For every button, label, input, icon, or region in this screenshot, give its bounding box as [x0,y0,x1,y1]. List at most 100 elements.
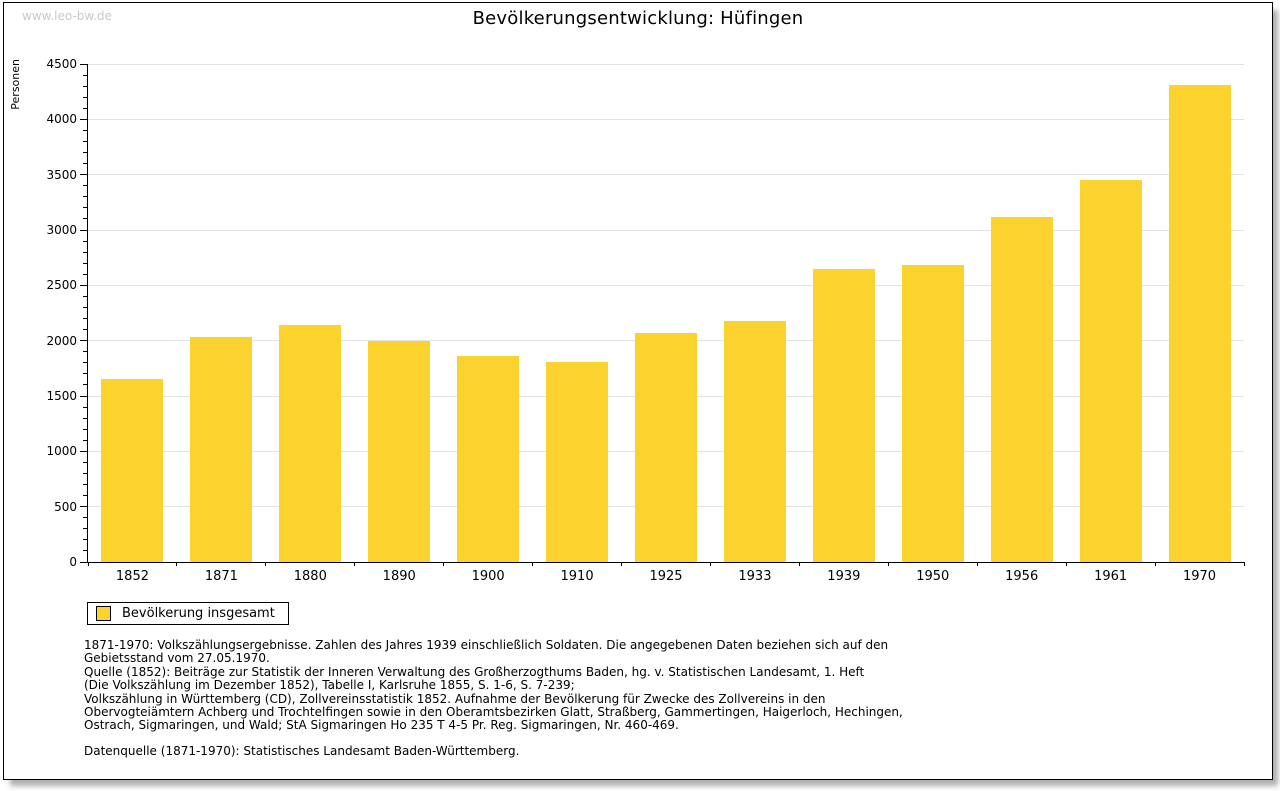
x-axis-tick-label: 1871 [204,569,238,584]
y-axis-tick-label: 3500 [46,167,77,182]
footnote-line: (Die Volkszählung im Dezember 1852), Tab… [84,678,575,693]
bar-1852 [101,379,163,562]
y-axis-tick-label: 3000 [46,223,77,237]
y-axis-minor-tick [83,439,87,441]
y-axis-major-tick [80,118,87,120]
x-axis-tick-label: 1925 [649,569,683,584]
y-axis-minor-tick [83,373,87,375]
y-axis-tick-label: 1500 [46,389,77,403]
chart-frame: www.leo-bw.de Bevölkerungsentwicklung: H… [3,2,1273,780]
x-axis-tick [798,562,800,566]
x-axis-tick-label: 1933 [738,569,772,584]
x-axis-tick [1243,562,1245,566]
y-axis-major-tick [80,450,87,452]
bar-1880 [279,325,341,562]
y-axis-tick-label: 2000 [46,333,77,348]
x-axis-tick-label: 1939 [827,569,861,584]
y-axis-minor-tick [83,185,87,187]
y-axis-tick-label: 4500 [46,57,77,71]
y-axis-minor-tick [83,152,87,154]
y-axis-major-tick [80,63,87,65]
x-axis-tick-label: 1961 [1094,569,1128,584]
y-gridline [88,118,1244,120]
y-axis-minor-tick [83,417,87,419]
y-axis-minor-tick [83,550,87,552]
footnote-line: Obervogteiämtern Achberg und Trochtelfin… [84,705,903,720]
legend-box: Bevölkerung insgesamt [87,602,289,625]
legend-swatch-icon [96,606,111,621]
y-axis-minor-tick [83,484,87,486]
x-axis-tick [354,562,356,566]
y-axis-minor-tick [83,306,87,308]
footnotes-block: 1871-1970: Volkszählungsergebnisse. Zahl… [84,638,1204,733]
y-axis-minor-tick [83,262,87,264]
y-axis-minor-tick [83,107,87,109]
y-axis-minor-tick [83,539,87,541]
x-axis-tick [443,562,445,566]
datasource-note: Datenquelle (1871-1970): Statistisches L… [84,744,520,758]
y-axis-title: Personen [9,59,22,110]
bar-1871 [190,337,252,562]
y-axis-major-tick [80,174,87,176]
bar-1910 [546,362,608,562]
y-axis-major-tick [80,229,87,231]
x-axis-tick-label: 1890 [382,569,416,584]
y-axis-minor-tick [83,318,87,320]
y-axis-minor-tick [83,240,87,242]
x-axis-tick-label: 1900 [471,569,505,584]
y-axis-tick-label: 0 [69,555,77,569]
bar-1970 [1169,85,1231,562]
y-gridline [88,63,1244,65]
bar-1950 [902,265,964,562]
y-axis-minor-tick [83,196,87,198]
x-axis-tick [621,562,623,566]
x-axis-tick-label: 1880 [293,569,327,584]
bar-1933 [724,321,786,562]
bar-1961 [1080,180,1142,562]
y-axis-tick-label: 4000 [46,112,77,127]
y-axis-minor-tick [83,384,87,386]
x-axis-tick [887,562,889,566]
y-axis-tick-label: 1000 [46,444,77,459]
y-axis-minor-tick [83,406,87,408]
legend-label: Bevölkerung insgesamt [122,606,275,621]
y-axis-minor-tick [83,351,87,353]
plot-area: 0 500 1000 1500 2000 2500 3000 3500 4000 4500 1852… [46,57,1245,584]
y-axis-minor-tick [83,528,87,530]
x-axis-tick-label: 1910 [560,569,594,584]
y-axis-tick-label: 2500 [46,278,77,293]
y-axis-minor-tick [83,129,87,131]
bar-1925 [635,333,697,562]
y-axis-minor-tick [83,273,87,275]
y-axis-minor-tick [83,461,87,463]
y-axis-major-tick [80,284,87,286]
x-axis-tick [1065,562,1067,566]
y-axis-minor-tick [83,74,87,76]
y-axis-minor-tick [83,295,87,297]
y-gridline [88,229,1244,231]
x-axis-tick [265,562,267,566]
y-axis-minor-tick [83,362,87,364]
x-axis-tick-label: 1956 [1005,569,1039,584]
y-axis-minor-tick [83,96,87,98]
y-gridline [88,174,1244,176]
page-title: Bevölkerungsentwicklung: Hüfingen [472,8,804,29]
y-axis-major-tick [80,395,87,397]
x-axis-tick [532,562,534,566]
y-axis-minor-tick [83,85,87,87]
y-gridline [88,284,1244,286]
watermark-leo-bw: www.leo-bw.de [22,9,112,23]
x-axis-tick [176,562,178,566]
bar-1956 [991,217,1053,562]
y-axis-minor-tick [83,207,87,209]
x-axis-tick-label: 1970 [1182,569,1217,584]
y-axis-minor-tick [83,472,87,474]
x-axis-tick [87,562,89,566]
y-axis-tick-label: 500 [54,499,77,514]
x-axis-tick [709,562,711,566]
footnote-line: Ostrach, Sigmaringen, und Wald; StA Sigm… [84,718,679,733]
y-axis-minor-tick [83,163,87,165]
x-axis-tick-label: 1950 [916,569,950,584]
x-axis-tick [1154,562,1156,566]
x-axis-tick [976,562,978,566]
